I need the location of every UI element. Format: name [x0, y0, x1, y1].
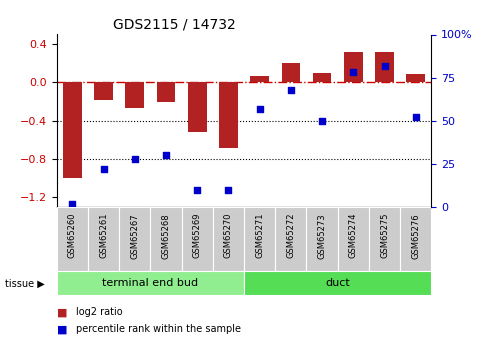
Point [131, 156, 139, 161]
Point [350, 70, 357, 75]
Point [193, 187, 201, 193]
Text: ■: ■ [57, 307, 67, 317]
Bar [282, 63, 300, 82]
Text: terminal end bud: terminal end bud [103, 278, 198, 288]
Bar [219, 82, 238, 148]
Text: GSM65273: GSM65273 [317, 213, 326, 258]
Bar [375, 52, 394, 82]
Point [256, 106, 264, 111]
Text: GSM65270: GSM65270 [224, 213, 233, 258]
Bar [94, 82, 113, 100]
Text: GSM65276: GSM65276 [411, 213, 420, 258]
Bar [119, 207, 150, 271]
Text: GSM65260: GSM65260 [68, 213, 77, 258]
Bar [157, 82, 176, 101]
Text: GSM65269: GSM65269 [193, 213, 202, 258]
Bar [244, 207, 275, 271]
Text: tissue ▶: tissue ▶ [5, 279, 45, 288]
Bar [250, 76, 269, 82]
Bar [406, 74, 425, 82]
Bar [275, 207, 307, 271]
Text: GSM65268: GSM65268 [162, 213, 171, 258]
Bar [313, 73, 331, 82]
Bar [400, 207, 431, 271]
Point [69, 201, 76, 206]
Point [100, 166, 107, 172]
Text: GSM65274: GSM65274 [349, 213, 358, 258]
Point [318, 118, 326, 124]
Bar [150, 207, 181, 271]
Text: percentile rank within the sample: percentile rank within the sample [76, 325, 242, 334]
Text: GSM65275: GSM65275 [380, 213, 389, 258]
Text: GDS2115 / 14732: GDS2115 / 14732 [113, 17, 236, 31]
Text: GSM65271: GSM65271 [255, 213, 264, 258]
Bar [57, 271, 244, 295]
Bar [181, 207, 213, 271]
Point [381, 63, 388, 68]
Point [224, 187, 232, 193]
Text: ■: ■ [57, 325, 67, 334]
Point [412, 115, 420, 120]
Text: log2 ratio: log2 ratio [76, 307, 123, 317]
Text: GSM65272: GSM65272 [286, 213, 295, 258]
Bar [369, 207, 400, 271]
Bar [88, 207, 119, 271]
Text: GSM65267: GSM65267 [130, 213, 139, 258]
Point [162, 152, 170, 158]
Bar [338, 207, 369, 271]
Bar [244, 271, 431, 295]
Point [287, 87, 295, 92]
Bar [125, 82, 144, 108]
Bar [188, 82, 207, 132]
Bar [213, 207, 244, 271]
Bar [307, 207, 338, 271]
Bar [344, 52, 363, 82]
Bar [57, 207, 88, 271]
Text: duct: duct [325, 278, 350, 288]
Text: GSM65261: GSM65261 [99, 213, 108, 258]
Bar [63, 82, 82, 178]
